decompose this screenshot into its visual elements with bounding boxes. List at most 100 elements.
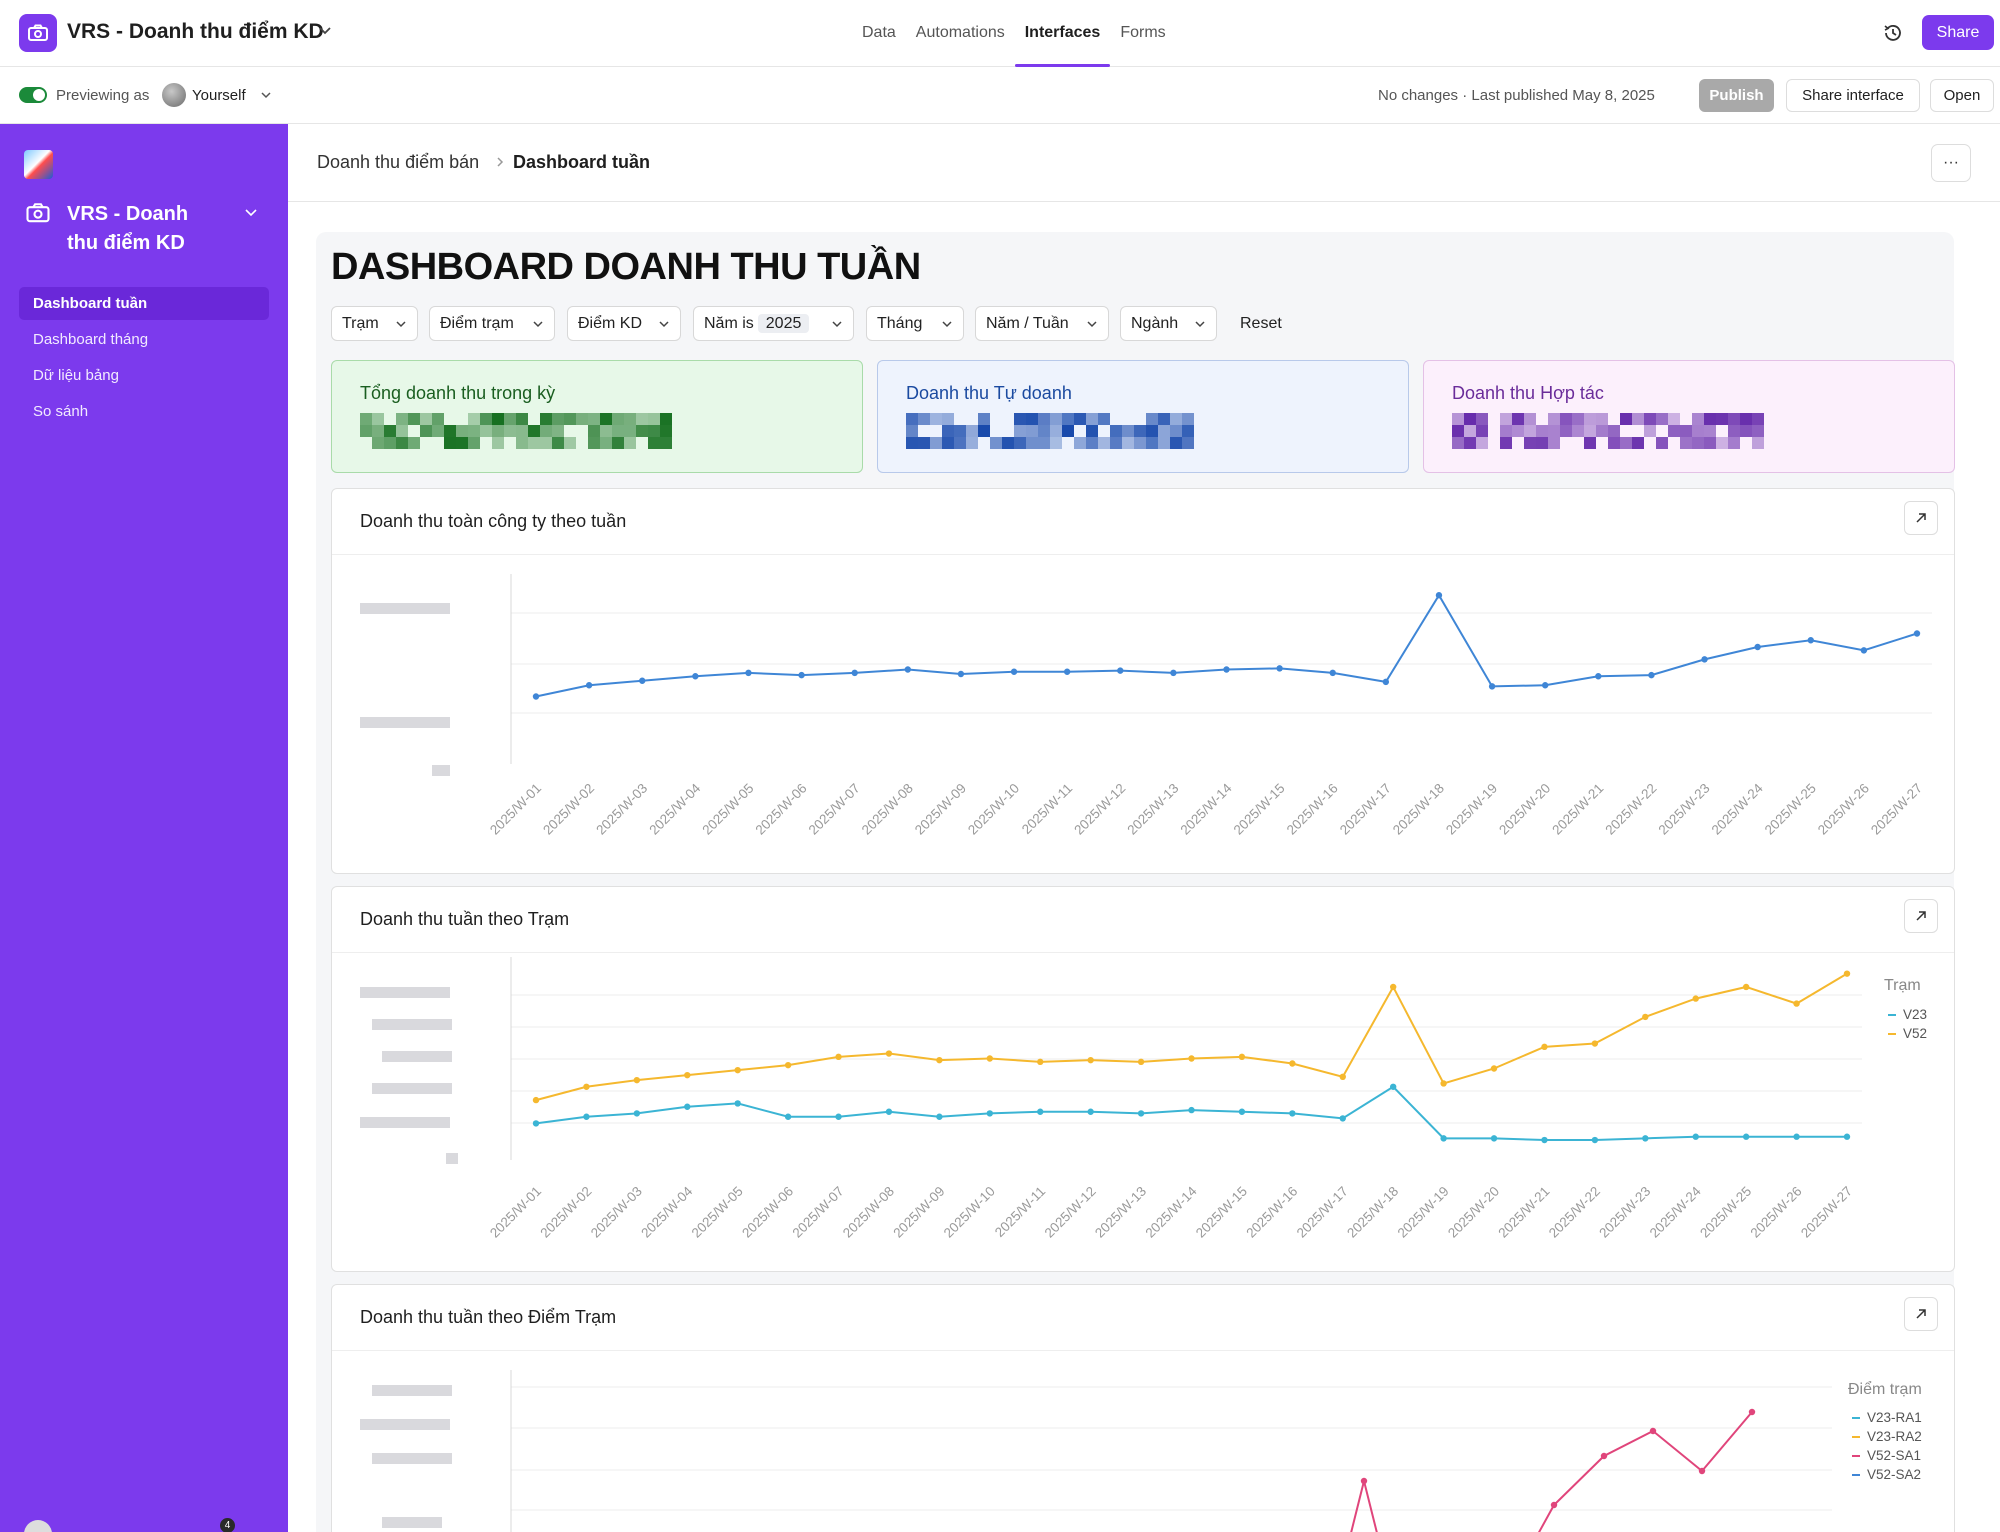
expand-button[interactable] xyxy=(1904,501,1938,535)
history-icon[interactable] xyxy=(1882,22,1904,44)
app-title[interactable]: VRS - Doanh thu điểm KD xyxy=(67,20,324,43)
redaction-pixel xyxy=(504,425,516,437)
open-button[interactable]: Open xyxy=(1930,79,1994,112)
sidebar-app-title[interactable]: VRS - Doanh thu điểm KD xyxy=(67,203,189,254)
share-button[interactable]: Share xyxy=(1922,15,1994,50)
breadcrumb-parent[interactable]: Doanh thu điểm bán xyxy=(317,152,480,172)
chevron-down-icon[interactable] xyxy=(318,24,332,38)
nav-interfaces[interactable]: Interfaces xyxy=(1014,0,1111,67)
redaction-pixel xyxy=(1692,413,1704,425)
chevron-down-icon xyxy=(533,321,543,328)
expand-button[interactable] xyxy=(1904,899,1938,933)
redaction-pixel xyxy=(660,413,672,425)
legend-label: V23-RA2 xyxy=(1867,1429,1922,1444)
redaction-pixel xyxy=(1524,437,1536,449)
data-point xyxy=(1087,1108,1094,1115)
redaction-pixel xyxy=(420,425,432,437)
sidebar-item-du-lieu-bang[interactable]: Dữ liệu bảng xyxy=(33,367,119,384)
legend-item[interactable]: V23-RA1 xyxy=(1852,1410,1922,1425)
nav-forms[interactable]: Forms xyxy=(1120,24,1166,41)
redaction-pixel xyxy=(576,413,588,425)
redaction-pixel xyxy=(1182,425,1194,437)
data-point xyxy=(986,1110,994,1117)
expand-button[interactable] xyxy=(1904,1297,1938,1331)
data-point xyxy=(734,1100,741,1107)
app-icon[interactable] xyxy=(19,14,57,52)
data-point xyxy=(957,670,965,678)
redaction-pixel xyxy=(660,425,672,437)
legend-item[interactable]: V23-RA2 xyxy=(1852,1429,1922,1444)
data-point xyxy=(1490,1065,1498,1072)
x-tick-label: 2025/W-19 xyxy=(1443,781,1500,838)
redaction-pixel xyxy=(1500,425,1512,437)
redaction-pixel xyxy=(1716,413,1728,425)
preview-user-select[interactable]: Yourself xyxy=(192,87,246,104)
nav-automations[interactable]: Automations xyxy=(915,24,1005,41)
filter-diem-tram[interactable]: Điểm trạm xyxy=(429,306,555,341)
x-tick-label: 2025/W-03 xyxy=(593,781,650,838)
avatar[interactable] xyxy=(24,1520,52,1532)
redaction-pixel xyxy=(1026,413,1038,425)
data-point xyxy=(798,671,805,679)
redaction-pixel xyxy=(660,437,672,449)
redaction-pixel xyxy=(372,425,384,437)
data-point xyxy=(633,1110,641,1117)
filter-nam-tuan[interactable]: Năm / Tuần xyxy=(975,306,1109,341)
redaction-pixel xyxy=(612,413,624,425)
filter-label: Điểm trạm xyxy=(440,315,514,332)
x-tick-label: 2025/W-12 xyxy=(1071,781,1128,838)
redaction-pixel xyxy=(1014,413,1026,425)
legend-item[interactable]: V52-SA1 xyxy=(1852,1448,1921,1463)
expand-arrow-icon xyxy=(1916,1309,1926,1319)
notification-badge[interactable]: 4 xyxy=(220,1518,235,1532)
redaction-pixel xyxy=(360,425,372,437)
legend-item[interactable]: V23 xyxy=(1888,1007,1927,1022)
preview-toggle[interactable] xyxy=(19,87,47,103)
chevron-down-icon[interactable] xyxy=(244,206,258,220)
x-tick-label: 2025/W-18 xyxy=(1344,1184,1401,1241)
filter-tram[interactable]: Trạm xyxy=(331,306,418,341)
legend-item[interactable]: V52-SA2 xyxy=(1852,1467,1921,1482)
avatar[interactable] xyxy=(162,83,186,107)
redaction-pixel xyxy=(384,425,396,437)
redaction-pixel xyxy=(1596,413,1608,425)
line-chart: 2025/W-012025/W-022025/W-032025/W-042025… xyxy=(360,574,1932,838)
sidebar-item-dashboard-tuan[interactable]: Dashboard tuần xyxy=(19,287,269,320)
data-point xyxy=(885,1108,893,1115)
divider xyxy=(332,1350,1954,1351)
sidebar-item-so-sanh[interactable]: So sánh xyxy=(33,403,89,420)
x-tick-label: 2025/W-25 xyxy=(1697,1184,1754,1241)
redaction-pixel xyxy=(648,425,660,437)
share-interface-button[interactable]: Share interface xyxy=(1786,79,1920,112)
chevron-down-icon[interactable] xyxy=(260,89,272,101)
x-tick-label: 2025/W-06 xyxy=(753,781,810,838)
data-point xyxy=(1648,671,1655,679)
redaction-pixel xyxy=(516,437,528,449)
data-point xyxy=(936,1056,943,1064)
x-tick-label: 2025/W-23 xyxy=(1596,1184,1653,1241)
reset-button[interactable]: Reset xyxy=(1240,315,1282,332)
x-tick-label: 2025/W-22 xyxy=(1546,1184,1603,1241)
legend-item[interactable]: V52 xyxy=(1888,1026,1927,1041)
filter-nganh[interactable]: Ngành xyxy=(1120,306,1217,341)
redaction-pixel xyxy=(396,437,408,449)
data-point xyxy=(1117,667,1124,674)
filter-thang[interactable]: Tháng xyxy=(866,306,964,341)
redaction-pixel xyxy=(1716,437,1728,449)
filter-diem-kd[interactable]: Điểm KD xyxy=(567,306,681,341)
filter-nam[interactable]: Năm is 2025 xyxy=(693,306,854,341)
series-line xyxy=(535,593,1918,698)
redaction-pixel xyxy=(1038,437,1050,449)
x-tick-label: 2025/W-26 xyxy=(1815,781,1872,838)
x-tick-label: 2025/W-14 xyxy=(1142,1183,1199,1240)
redaction-pixel xyxy=(1182,437,1194,449)
sidebar-item-dashboard-thang[interactable]: Dashboard tháng xyxy=(33,331,149,348)
x-tick-label: 2025/W-01 xyxy=(487,781,544,838)
publish-button[interactable]: Publish xyxy=(1699,79,1774,112)
redaction-pixel xyxy=(1134,437,1146,449)
nav-data[interactable]: Data xyxy=(862,24,896,41)
redaction-pixel xyxy=(396,413,408,425)
redaction-pixel xyxy=(552,413,564,425)
preview-bar: Previewing as Yourself No changes · Last… xyxy=(0,67,2000,124)
more-options-button[interactable]: ··· xyxy=(1931,144,1971,182)
